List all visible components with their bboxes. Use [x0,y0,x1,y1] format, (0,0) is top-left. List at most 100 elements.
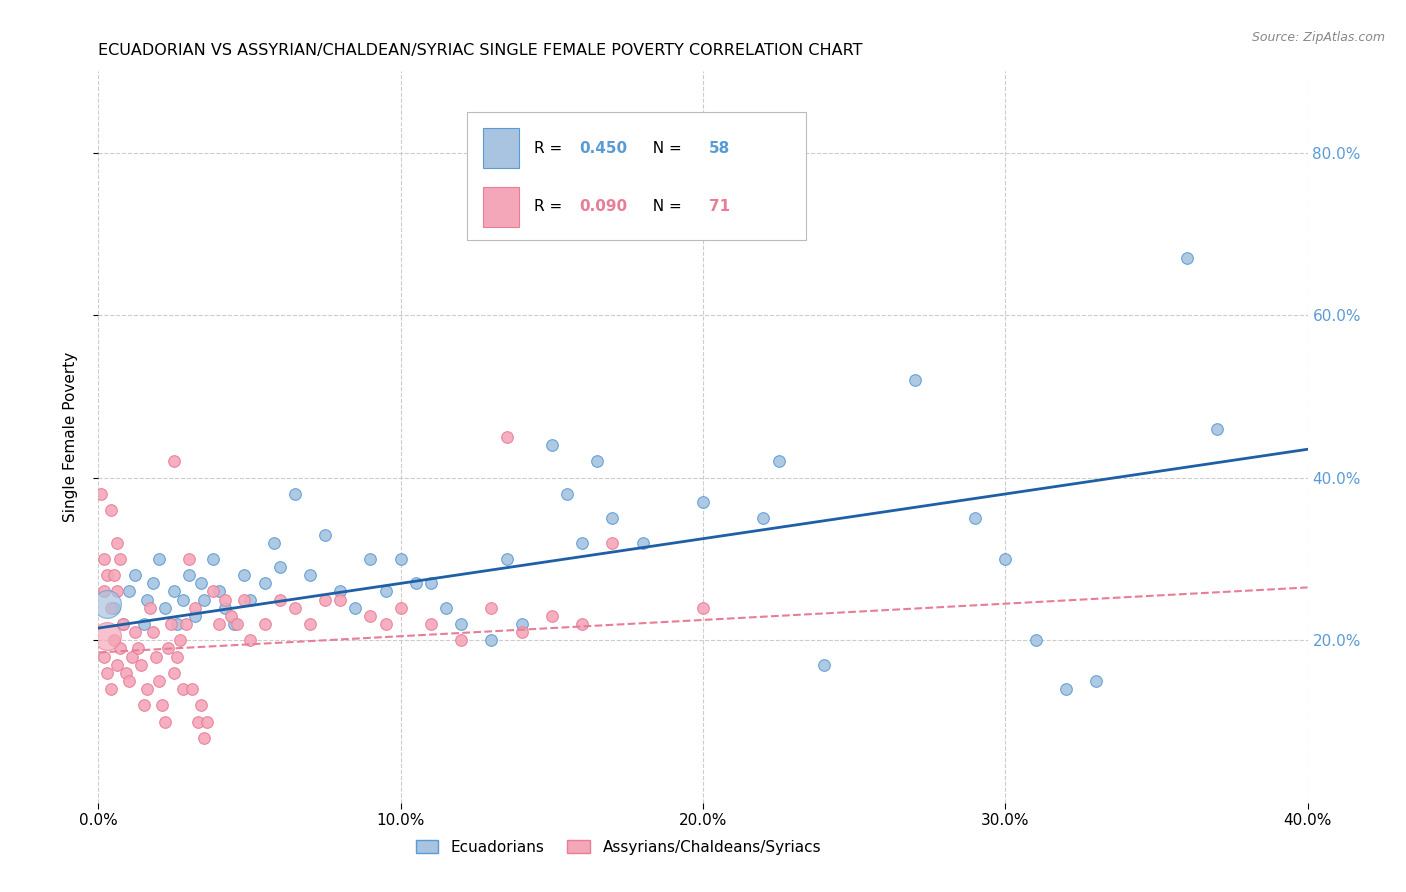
Point [253,617,276,632]
Point [179,552,201,566]
Point [1206,422,1229,436]
Point [1085,673,1108,688]
Point [135,592,157,607]
Point [314,592,336,607]
Point [142,625,165,640]
Point [166,649,188,664]
Point [132,698,155,713]
Point [103,633,125,648]
Point [405,576,427,591]
Point [692,600,714,615]
Point [93,552,115,566]
Point [239,633,262,648]
Point [163,454,186,468]
Point [96,568,118,582]
Point [994,552,1017,566]
Point [184,600,207,615]
Point [150,698,173,713]
Point [184,608,207,623]
Point [253,576,276,591]
Point [284,487,307,501]
Point [90,487,112,501]
Point [202,584,225,599]
Point [124,568,146,582]
Point [208,617,231,632]
Point [226,617,249,632]
Point [163,584,186,599]
Point [374,584,396,599]
Point [329,584,352,599]
Point [202,552,225,566]
Point [284,600,307,615]
Text: 58: 58 [709,141,730,156]
Point [148,552,170,566]
Point [540,438,562,452]
Point [93,649,115,664]
Point [111,617,134,632]
Text: 0.090: 0.090 [579,199,628,214]
Point [142,576,165,591]
Point [299,568,322,582]
Point [344,600,367,615]
Point [145,649,167,664]
Point [434,600,457,615]
Text: ECUADORIAN VS ASSYRIAN/CHALDEAN/SYRIAC SINGLE FEMALE POVERTY CORRELATION CHART: ECUADORIAN VS ASSYRIAN/CHALDEAN/SYRIAC S… [98,43,863,58]
Point [208,584,231,599]
Point [174,617,197,632]
Point [100,503,122,517]
Point [153,600,176,615]
Point [153,714,176,729]
Point [108,552,131,566]
Point [450,633,472,648]
Bar [482,186,519,227]
Point [602,535,624,549]
Point [269,560,291,574]
Point [190,576,212,591]
Point [124,625,146,640]
Point [450,617,472,632]
Point [169,633,191,648]
Text: 71: 71 [709,199,730,214]
Point [420,576,443,591]
Point [118,673,141,688]
Text: R =: R = [534,141,567,156]
Point [495,552,517,566]
Point [360,608,382,623]
Text: N =: N = [643,141,686,156]
Point [360,552,382,566]
Point [540,608,562,623]
Point [195,714,218,729]
Point [103,600,125,615]
Point [1054,681,1077,696]
Point [193,592,215,607]
Point [904,373,927,387]
Point [692,495,714,509]
Point [221,608,243,623]
Text: R =: R = [534,199,567,214]
Point [752,511,775,525]
Point [96,597,118,611]
Point [166,617,188,632]
Point [232,568,254,582]
Point [105,535,128,549]
Text: Source: ZipAtlas.com: Source: ZipAtlas.com [1251,31,1385,45]
Point [96,665,118,680]
Point [389,600,412,615]
Point [1024,633,1046,648]
Point [148,673,170,688]
Point [103,568,125,582]
Point [114,665,136,680]
Point [111,617,134,632]
Point [232,592,254,607]
Point [299,617,322,632]
Point [193,731,215,745]
Text: 0.450: 0.450 [579,141,628,156]
Point [555,487,578,501]
Point [105,584,128,599]
Point [389,552,412,566]
Point [93,584,115,599]
Point [813,657,835,672]
Y-axis label: Single Female Poverty: Single Female Poverty [63,352,77,522]
Text: N =: N = [643,199,686,214]
Point [135,681,157,696]
